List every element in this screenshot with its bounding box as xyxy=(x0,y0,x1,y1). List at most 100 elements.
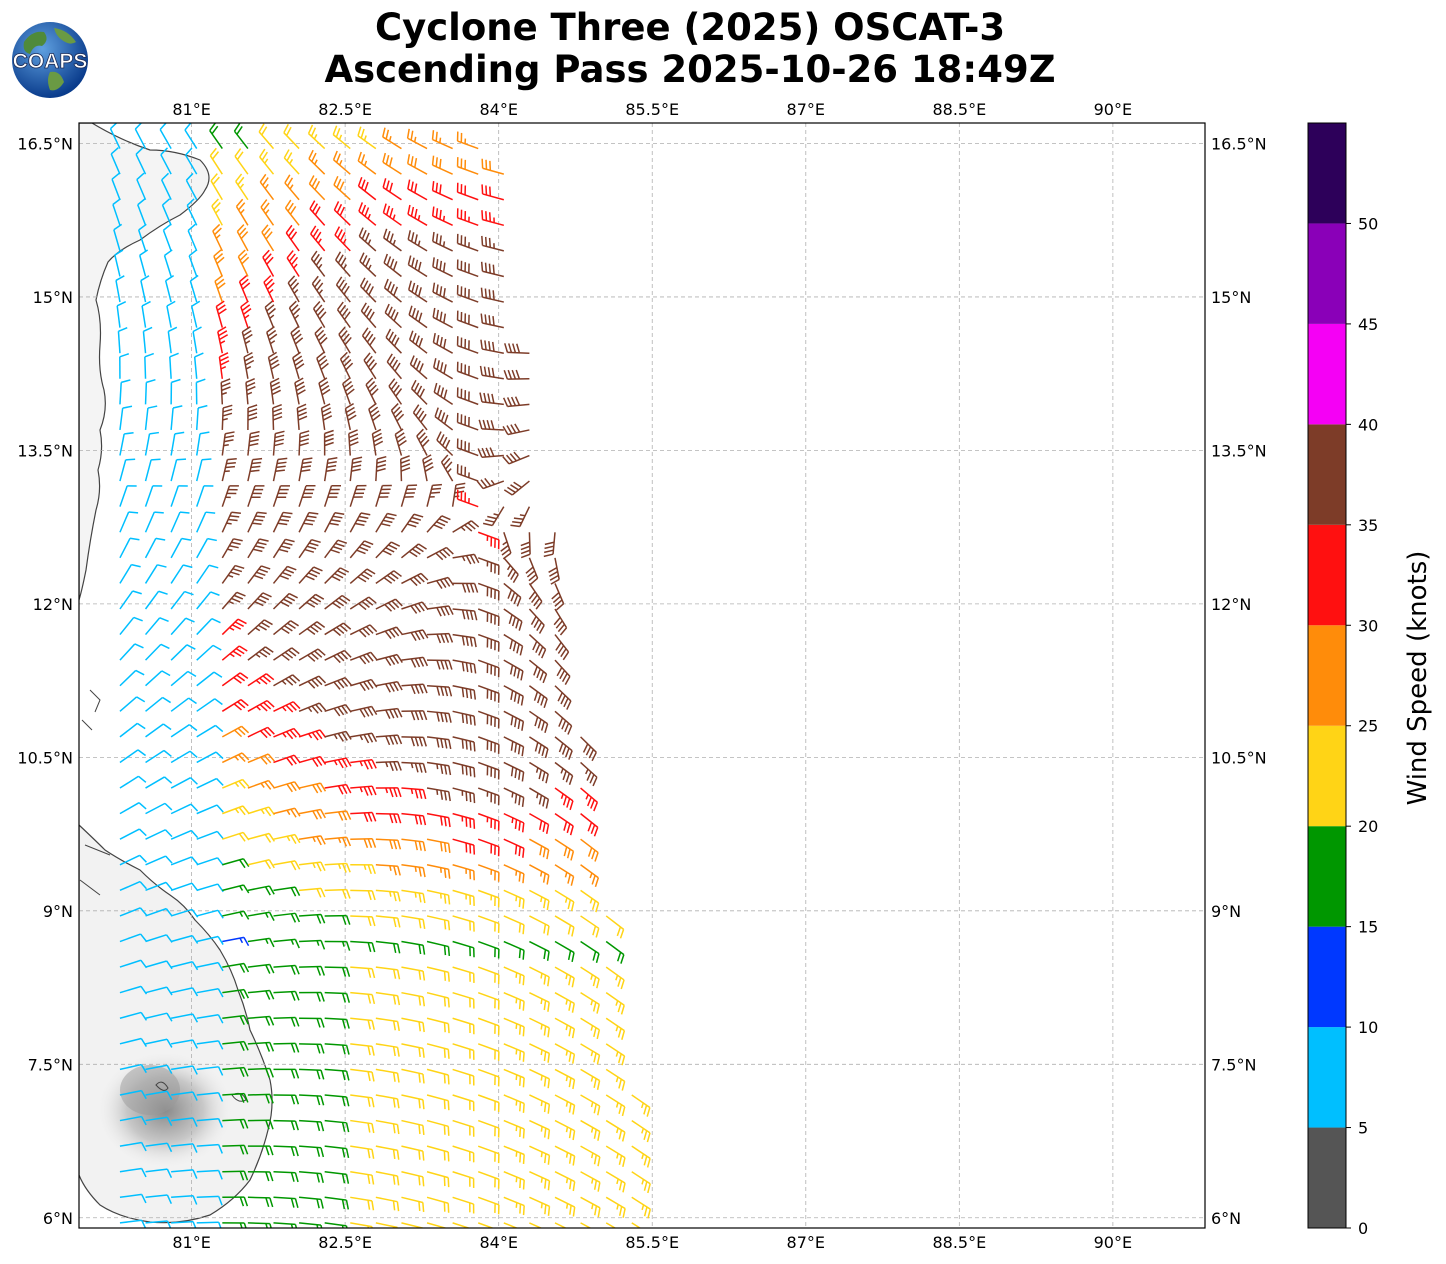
wind-barb xyxy=(273,1094,300,1105)
wind-barb xyxy=(299,887,326,898)
wind-barb xyxy=(247,538,269,559)
wind-barb xyxy=(580,1017,601,1040)
wind-barb xyxy=(401,838,426,852)
wind-barb xyxy=(324,567,350,584)
wind-barb xyxy=(528,659,548,684)
wind-barb xyxy=(477,633,500,652)
wind-barb xyxy=(359,277,377,303)
lat-tick-label: 15°N xyxy=(1211,288,1251,307)
wind-barb xyxy=(375,570,402,585)
wind-barb xyxy=(479,392,504,406)
wind-barb xyxy=(196,564,219,584)
wind-barb xyxy=(247,1041,275,1052)
wind-barb xyxy=(119,775,147,789)
lat-tick-label: 13.5°N xyxy=(17,441,73,460)
wind-barb xyxy=(375,1068,400,1083)
wind-barb xyxy=(284,199,300,226)
wind-barb xyxy=(363,352,378,380)
wind-barb xyxy=(477,1017,500,1036)
wind-barb xyxy=(357,126,377,150)
wind-barb xyxy=(348,429,359,456)
wind-barb xyxy=(529,1094,551,1114)
wind-barb xyxy=(113,223,123,252)
wind-barb xyxy=(273,964,300,975)
wind-barb xyxy=(451,482,466,507)
wind-barb xyxy=(310,225,326,252)
wind-barb xyxy=(221,699,249,712)
wind-barb xyxy=(222,884,250,894)
wind-barb xyxy=(190,300,201,328)
wind-barb xyxy=(371,428,384,456)
wind-barb xyxy=(390,403,405,431)
wind-barb xyxy=(358,202,377,226)
wind-barb xyxy=(503,966,525,986)
wind-barb xyxy=(554,1094,576,1115)
wind-barb xyxy=(323,457,338,482)
wind-barb xyxy=(477,787,500,806)
wind-barb xyxy=(324,783,352,795)
wind-barb xyxy=(503,761,525,782)
wind-barb xyxy=(298,511,319,533)
wind-barb xyxy=(308,149,326,175)
wind-barb xyxy=(529,838,550,860)
wind-barb xyxy=(273,674,301,687)
wind-barb xyxy=(503,1094,525,1113)
wind-barb xyxy=(145,829,173,840)
wind-barb xyxy=(171,1143,198,1153)
wind-barb xyxy=(273,701,301,713)
wind-barb xyxy=(477,736,500,754)
colorbar-frame xyxy=(1307,122,1347,1229)
latitude-ticks-right: 16.5°N 15°N 13.5°N 12°N 10.5°N 9°N 7.5°N 6°N xyxy=(1211,134,1267,1227)
colorbar-bin xyxy=(1308,926,1346,1028)
wind-barb xyxy=(273,860,301,871)
lat-tick-label: 16.5°N xyxy=(1211,134,1267,153)
wind-barb xyxy=(529,915,550,936)
colorbar xyxy=(1307,122,1347,1229)
wind-barb xyxy=(525,557,539,585)
wind-barb xyxy=(382,152,402,175)
wind-barb xyxy=(159,123,172,149)
wind-barb xyxy=(605,966,625,990)
wind-barb xyxy=(416,428,430,456)
wind-barb xyxy=(375,760,402,772)
wind-barb xyxy=(311,275,326,303)
wind-barb xyxy=(222,1092,249,1103)
wind-barb xyxy=(170,564,193,584)
wind-barb xyxy=(400,455,411,482)
wind-barb xyxy=(185,172,198,201)
wind-barb xyxy=(247,565,271,584)
wind-barb xyxy=(375,864,401,876)
wind-barb xyxy=(528,710,549,734)
wind-barb xyxy=(247,753,276,765)
wind-barb xyxy=(406,128,428,150)
wind-barb xyxy=(324,512,345,533)
wind-barb xyxy=(605,1043,626,1066)
wind-barb xyxy=(144,431,160,456)
wind-barb xyxy=(477,812,500,831)
wind-barb xyxy=(426,1043,450,1059)
longitude-ticks-top: 81°E 82.5°E 84°E 85.5°E 87°E 88.5°E 90°E xyxy=(172,100,1132,119)
wind-barb xyxy=(247,673,275,687)
wind-barb xyxy=(247,1170,274,1182)
wind-barb xyxy=(222,1014,249,1026)
wind-barb xyxy=(452,582,479,593)
wind-barb xyxy=(452,889,475,906)
wind-barb xyxy=(357,151,377,175)
wind-barb xyxy=(272,403,283,430)
wind-barb xyxy=(433,358,454,380)
wind-barb xyxy=(350,1196,375,1211)
wind-barb xyxy=(117,326,128,354)
wind-barb xyxy=(332,125,351,150)
wind-barb xyxy=(234,148,249,175)
wind-barb xyxy=(529,864,550,885)
wind-barb xyxy=(477,761,500,780)
wind-barb xyxy=(503,838,525,858)
wind-barb xyxy=(145,1142,173,1153)
colorbar-tick-label: 40 xyxy=(1358,415,1378,434)
wind-barb xyxy=(196,1040,224,1050)
wind-barb xyxy=(324,539,348,559)
wind-barb xyxy=(400,543,427,559)
wind-barb xyxy=(554,1119,576,1141)
wind-barb xyxy=(631,1171,651,1194)
wind-barb xyxy=(145,670,171,687)
